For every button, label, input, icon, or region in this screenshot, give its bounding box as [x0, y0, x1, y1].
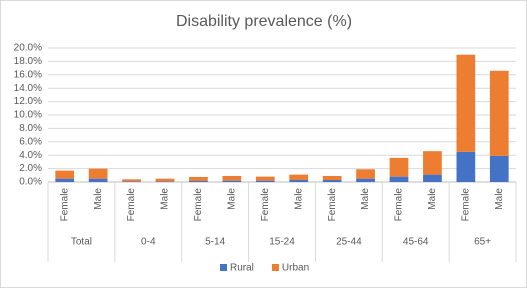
x-tick-label: Male — [93, 188, 104, 210]
bar-segment — [489, 155, 509, 182]
bar-segment — [423, 151, 442, 175]
y-tick-label: 14.0% — [14, 83, 42, 94]
bar-segment — [356, 169, 375, 179]
group-label: 25-44 — [336, 237, 362, 248]
x-tick-label: Male — [160, 188, 171, 210]
x-tick-label: Male — [427, 188, 438, 210]
bar-segment — [88, 178, 108, 182]
y-tick-label: 8.0% — [19, 123, 42, 134]
bar-segment — [289, 179, 309, 182]
y-tick-label: 0.0% — [19, 177, 42, 188]
bar-segment — [322, 179, 342, 182]
bar-segment — [155, 181, 175, 182]
legend-swatch — [271, 264, 279, 271]
y-tick-label: 16.0% — [14, 69, 42, 80]
x-tick-label: Female — [126, 188, 137, 222]
x-tick-label: Female — [394, 188, 405, 222]
group-label: 0-4 — [141, 237, 156, 248]
y-tick-label: 12.0% — [14, 96, 42, 107]
group-label: 15-24 — [269, 237, 295, 248]
legend-swatch — [220, 264, 227, 271]
group-label: 5-14 — [205, 237, 225, 248]
bar-segment — [456, 54, 476, 152]
bar-segment — [88, 168, 108, 179]
legend-label: Urban — [282, 263, 309, 274]
group-label: 65+ — [474, 237, 491, 248]
x-tick-label: Female — [460, 188, 471, 222]
bar-segment — [122, 181, 141, 182]
y-tick-label: 10.0% — [14, 110, 42, 121]
bar-segment — [55, 178, 75, 182]
bar-segment — [155, 178, 175, 182]
x-tick-label: Male — [293, 188, 304, 210]
x-tick-label: Female — [327, 188, 338, 222]
bar-segment — [222, 175, 242, 181]
bar-segment — [189, 180, 208, 182]
bar-segment — [255, 176, 275, 181]
chart-title: Disability prevalence (%) — [176, 13, 352, 30]
x-tick-label: Male — [360, 188, 371, 210]
bar-segment — [356, 178, 375, 182]
y-tick-label: 18.0% — [14, 56, 42, 67]
x-tick-label: Female — [260, 188, 271, 222]
bar-segment — [423, 174, 442, 182]
bar-segment — [122, 179, 141, 182]
bar-segment — [322, 175, 342, 180]
x-tick-label: Male — [494, 188, 505, 210]
y-tick-label: 20.0% — [14, 43, 42, 54]
x-tick-label: Female — [59, 188, 70, 222]
x-tick-label: Male — [226, 188, 237, 210]
bar-segment — [489, 70, 509, 156]
legend-label: Rural — [230, 263, 254, 274]
bar-segment — [456, 151, 476, 182]
bar-segment — [55, 170, 75, 179]
group-label: 45-64 — [403, 237, 429, 248]
bar-segment — [255, 180, 275, 182]
group-label: Total — [71, 237, 92, 248]
bar-segment — [222, 180, 242, 182]
bar-segment — [389, 176, 409, 182]
bar-segment — [289, 174, 309, 180]
bar-segment — [389, 157, 409, 177]
bar-segment — [189, 176, 208, 181]
y-tick-label: 6.0% — [19, 136, 42, 147]
y-tick-label: 4.0% — [19, 150, 42, 161]
x-tick-label: Female — [193, 188, 204, 222]
y-tick-label: 2.0% — [19, 163, 42, 174]
